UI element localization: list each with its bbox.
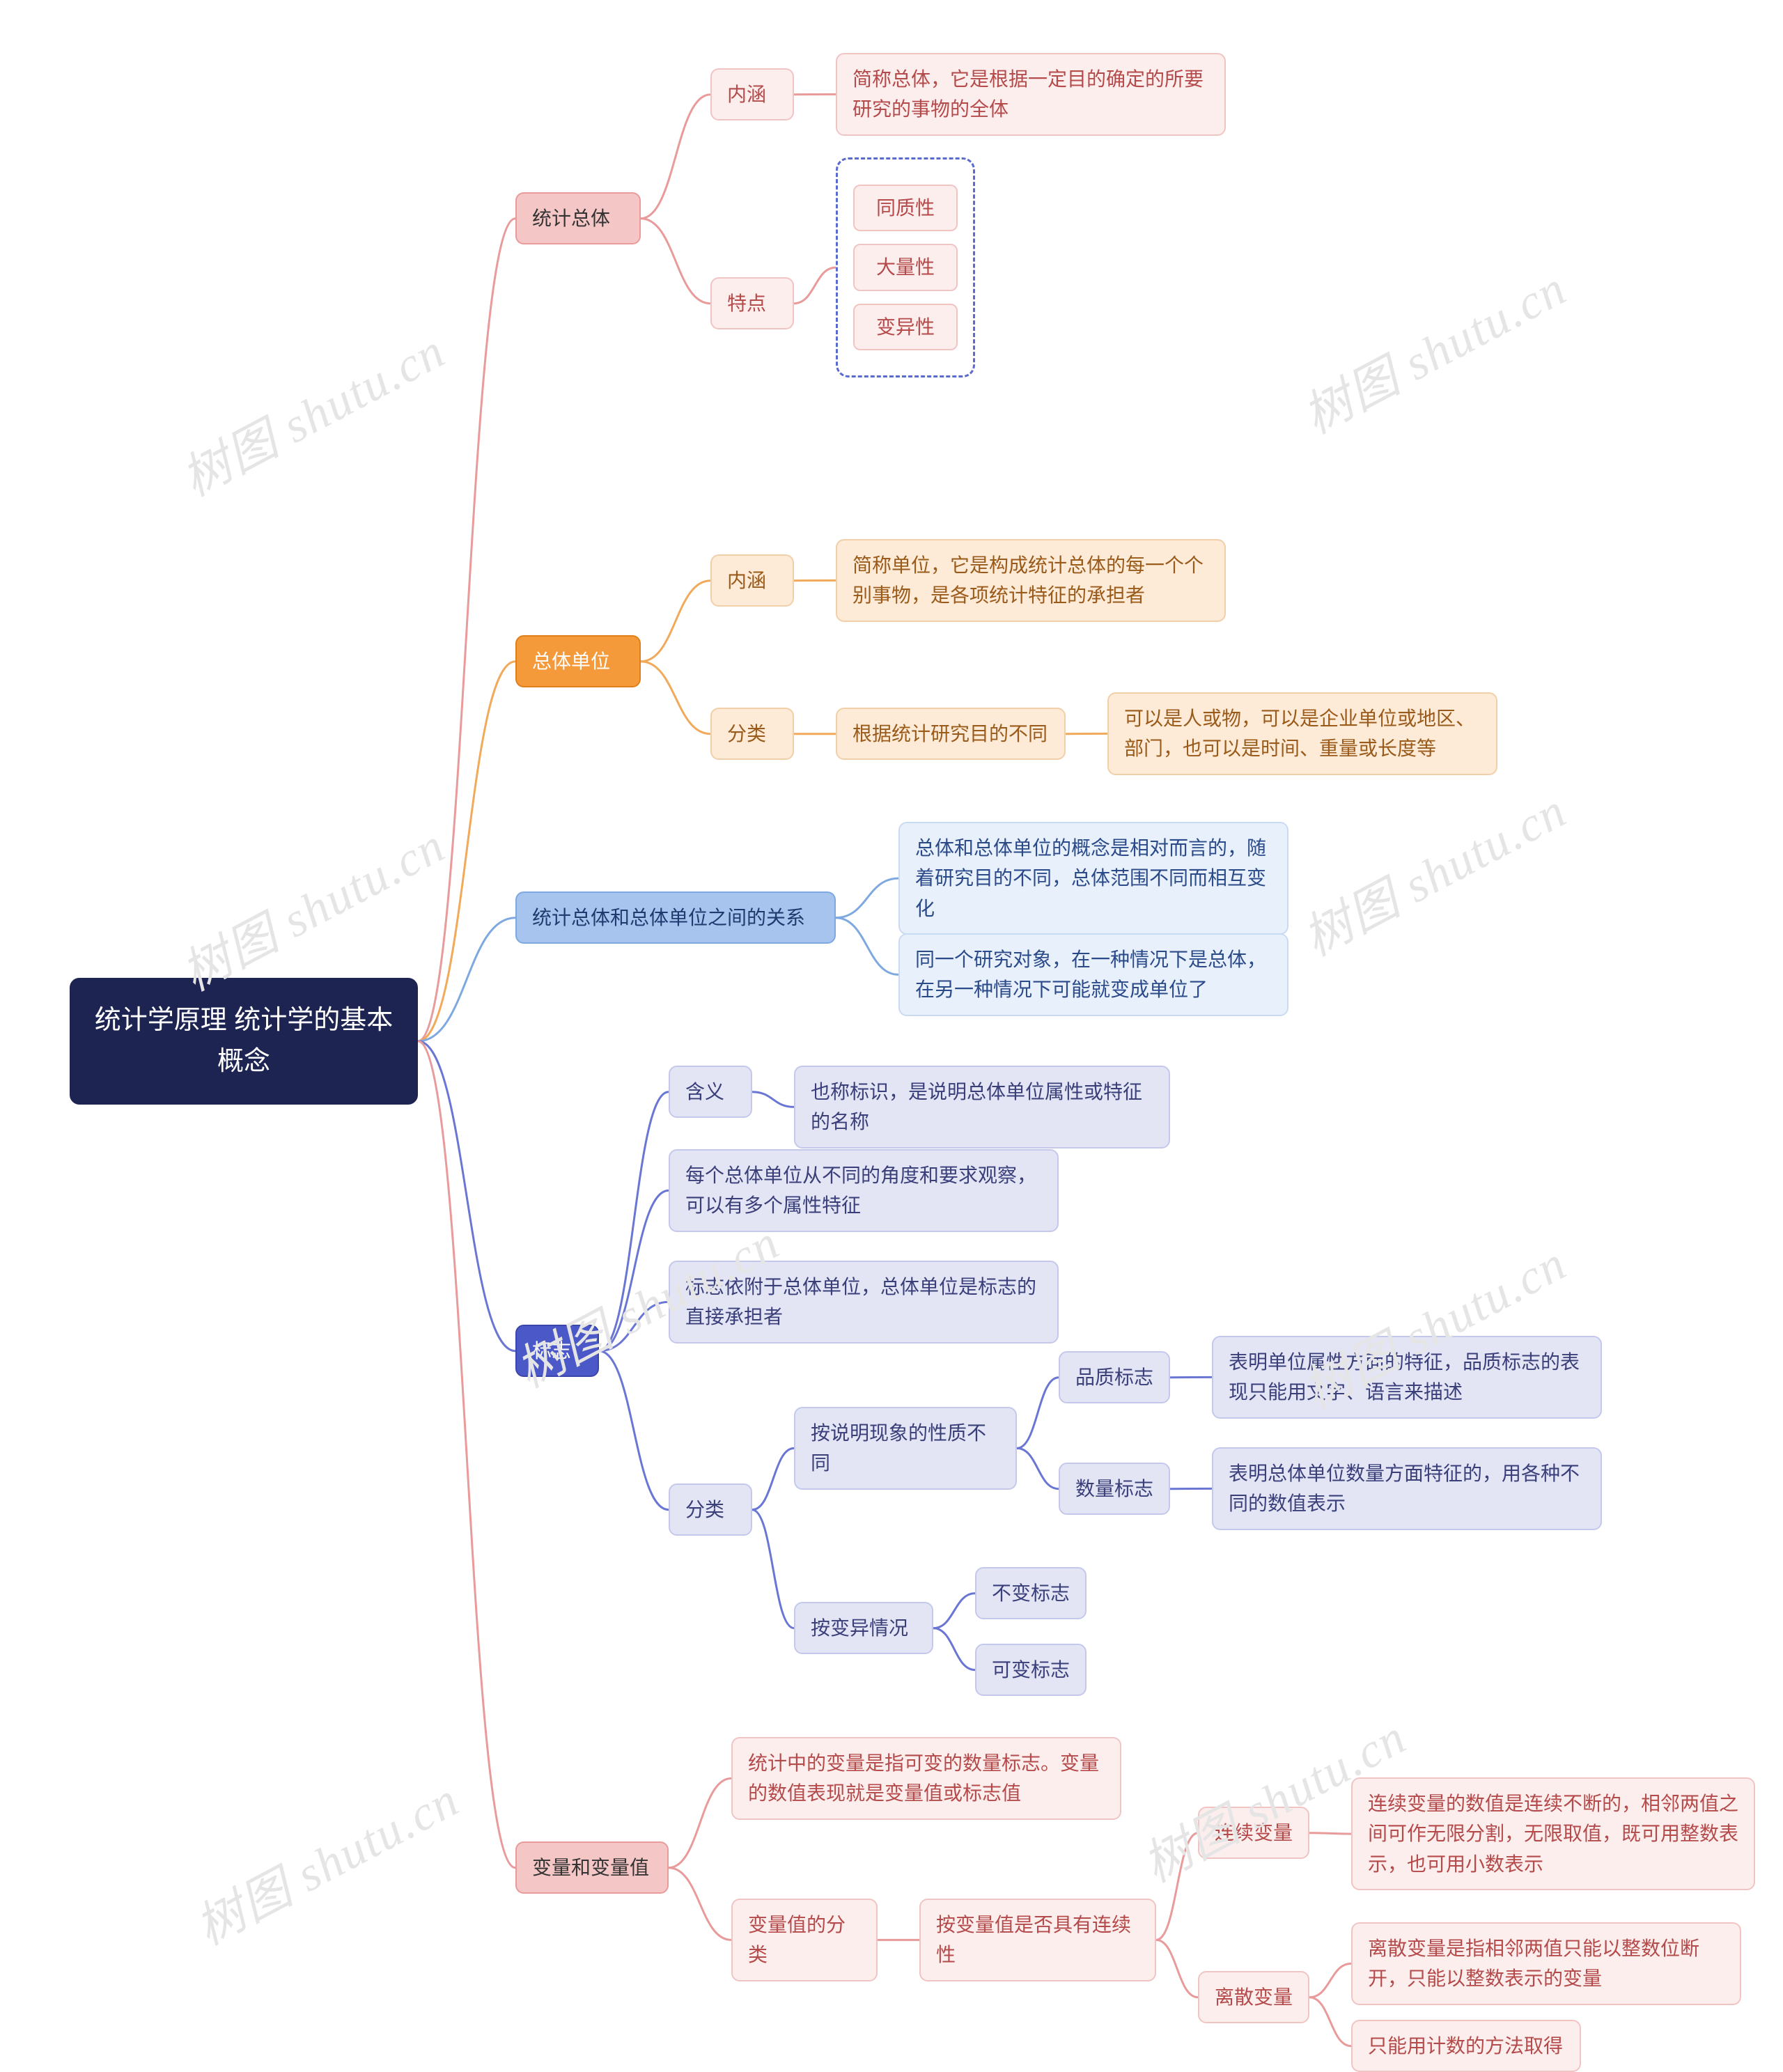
mindmap-node: 总体单位 — [515, 635, 641, 687]
watermark: 树图 shutu.cn — [168, 313, 456, 511]
mindmap-node: 变量值的分类 — [731, 1899, 878, 1981]
mindmap-node: 离散变量是指相邻两值只能以整数位断开，只能以整数表示的变量 — [1351, 1922, 1741, 2005]
mindmap-node: 同质性 — [853, 185, 958, 231]
mindmap-node: 含义 — [669, 1066, 752, 1118]
mindmap-node: 简称单位，它是构成统计总体的每一个个别事物，是各项统计特征的承担者 — [836, 539, 1226, 622]
mindmap-node: 表明单位属性方面的特征，品质标志的表现只能用文字、语言来描述 — [1212, 1336, 1602, 1419]
mindmap-node: 简称总体，它是根据一定目的确定的所要研究的事物的全体 — [836, 53, 1226, 136]
mindmap-node: 特点 — [710, 277, 794, 329]
mindmap-canvas: 统计学原理 统计学的基本概念统计总体内涵简称总体，它是根据一定目的确定的所要研究… — [0, 0, 1783, 2071]
mindmap-node: 连续变量的数值是连续不断的，相邻两值之间可作无限分割，无限取值，既可用整数表示，… — [1351, 1777, 1755, 1890]
mindmap-node: 按说明现象的性质不同 — [794, 1407, 1017, 1490]
mindmap-node: 离散变量 — [1198, 1971, 1309, 2023]
mindmap-node: 变异性 — [853, 304, 958, 350]
mindmap-node: 品质标志 — [1059, 1351, 1170, 1403]
watermark: 树图 shutu.cn — [1289, 250, 1578, 448]
mindmap-node: 统计中的变量是指可变的数量标志。变量的数值表现就是变量值或标志值 — [731, 1737, 1121, 1820]
mindmap-node: 内涵 — [710, 68, 794, 120]
mindmap-node: 大量性 — [853, 244, 958, 290]
watermark: 树图 shutu.cn — [182, 1761, 470, 1959]
watermark: 树图 shutu.cn — [168, 807, 456, 1005]
mindmap-node: 每个总体单位从不同的角度和要求观察，可以有多个属性特征 — [669, 1149, 1059, 1232]
mindmap-node: 分类 — [710, 708, 794, 760]
mindmap-node: 可变标志 — [975, 1644, 1087, 1696]
mindmap-node: 按变异情况 — [794, 1602, 933, 1654]
mindmap-node: 内涵 — [710, 554, 794, 607]
mindmap-node: 可以是人或物，可以是企业单位或地区、部门，也可以是时间、重量或长度等 — [1107, 692, 1497, 775]
mindmap-node: 表明总体单位数量方面特征的，用各种不同的数值表示 — [1212, 1447, 1602, 1530]
mindmap-node: 变量和变量值 — [515, 1841, 669, 1894]
mindmap-node: 标志 — [515, 1325, 599, 1377]
mindmap-node: 只能用计数的方法取得 — [1351, 2020, 1581, 2072]
mindmap-node: 按变量值是否具有连续性 — [919, 1899, 1156, 1981]
watermark: 树图 shutu.cn — [1289, 772, 1578, 970]
mindmap-node: 不变标志 — [975, 1567, 1087, 1619]
mindmap-node: 统计总体 — [515, 192, 641, 244]
mindmap-node: 同一个研究对象，在一种情况下是总体，在另一种情况下可能就变成单位了 — [898, 933, 1288, 1016]
mindmap-node: 总体和总体单位的概念是相对而言的，随着研究目的不同，总体范围不同而相互变化 — [898, 822, 1288, 935]
mindmap-node: 数量标志 — [1059, 1463, 1170, 1515]
mindmap-node: 连续变量 — [1198, 1807, 1309, 1859]
mindmap-node: 标志依附于总体单位，总体单位是标志的直接承担者 — [669, 1261, 1059, 1343]
mindmap-node: 统计总体和总体单位之间的关系 — [515, 891, 836, 944]
mindmap-root: 统计学原理 统计学的基本概念 — [70, 978, 418, 1105]
mindmap-node: 根据统计研究目的不同 — [836, 708, 1066, 760]
mindmap-node: 分类 — [669, 1483, 752, 1536]
mindmap-node: 也称标识，是说明总体单位属性或特征的名称 — [794, 1066, 1170, 1148]
dashed-group: 同质性大量性变异性 — [836, 157, 975, 377]
